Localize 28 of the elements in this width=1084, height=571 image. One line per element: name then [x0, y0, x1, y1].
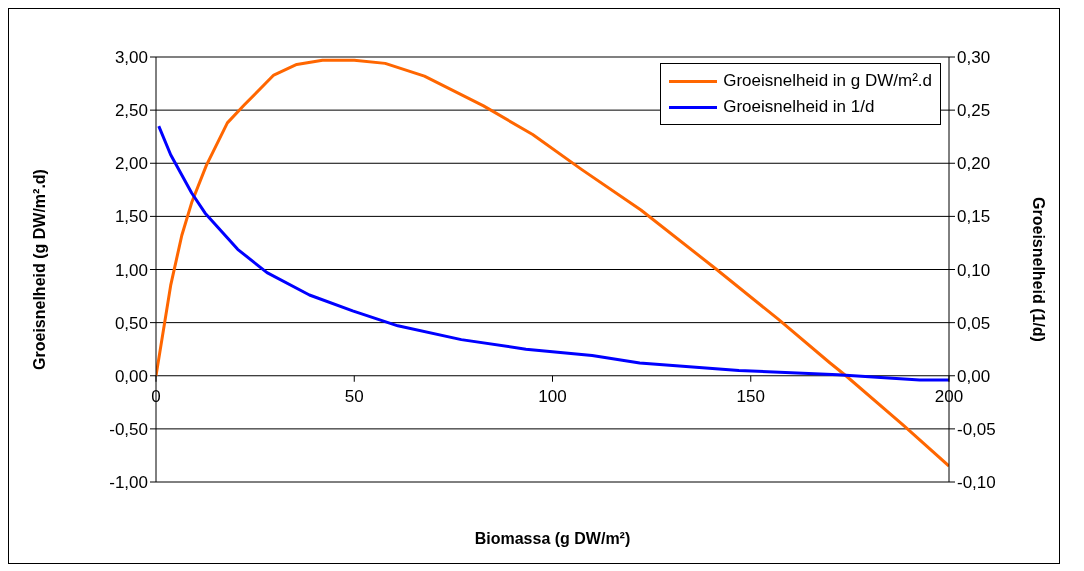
y-tick-label: 2,00 [114, 154, 148, 174]
y2-tick-label: 0,10 [957, 260, 991, 280]
y-tick-label: 1,00 [114, 260, 148, 280]
x-tick-label: 0 [151, 386, 161, 406]
y2-tick-label: 0,15 [957, 207, 991, 227]
y-tick-label: 2,50 [114, 101, 148, 121]
legend-label: Groeisnelheid in g DW/m².d [723, 71, 932, 91]
y2-tick-label: 0,25 [957, 101, 991, 121]
y2-tick-label: -0,05 [957, 419, 996, 439]
y-axis-title: Groeisnelheid (g DW/m².d) [30, 169, 48, 370]
x-tick-label: 50 [344, 386, 364, 406]
y-tick-label: -0,50 [109, 419, 148, 439]
x-tick-label: 200 [934, 386, 964, 406]
y2-tick-label: -0,10 [957, 473, 996, 493]
y-tick-label: 0,50 [114, 313, 148, 333]
legend-label: Groeisnelheid in 1/d [723, 97, 875, 117]
x-tick-label: 100 [538, 386, 567, 406]
y-tick-label: 1,50 [114, 207, 148, 227]
y-tick-label: 3,00 [114, 48, 148, 68]
y2-tick-label: 0,00 [957, 366, 991, 386]
x-tick-label: 150 [736, 386, 765, 406]
y2-tick-label: 0,05 [957, 313, 991, 333]
y2-tick-label: 0,20 [957, 154, 991, 174]
y-tick-label: 0,00 [114, 366, 148, 386]
y2-axis-title: Groeisnelheid (1/d) [1030, 197, 1048, 342]
x-axis-title: Biomassa (g DW/m²) [474, 530, 631, 547]
y-tick-label: -1,00 [109, 473, 148, 493]
y2-tick-label: 0,30 [957, 48, 991, 68]
